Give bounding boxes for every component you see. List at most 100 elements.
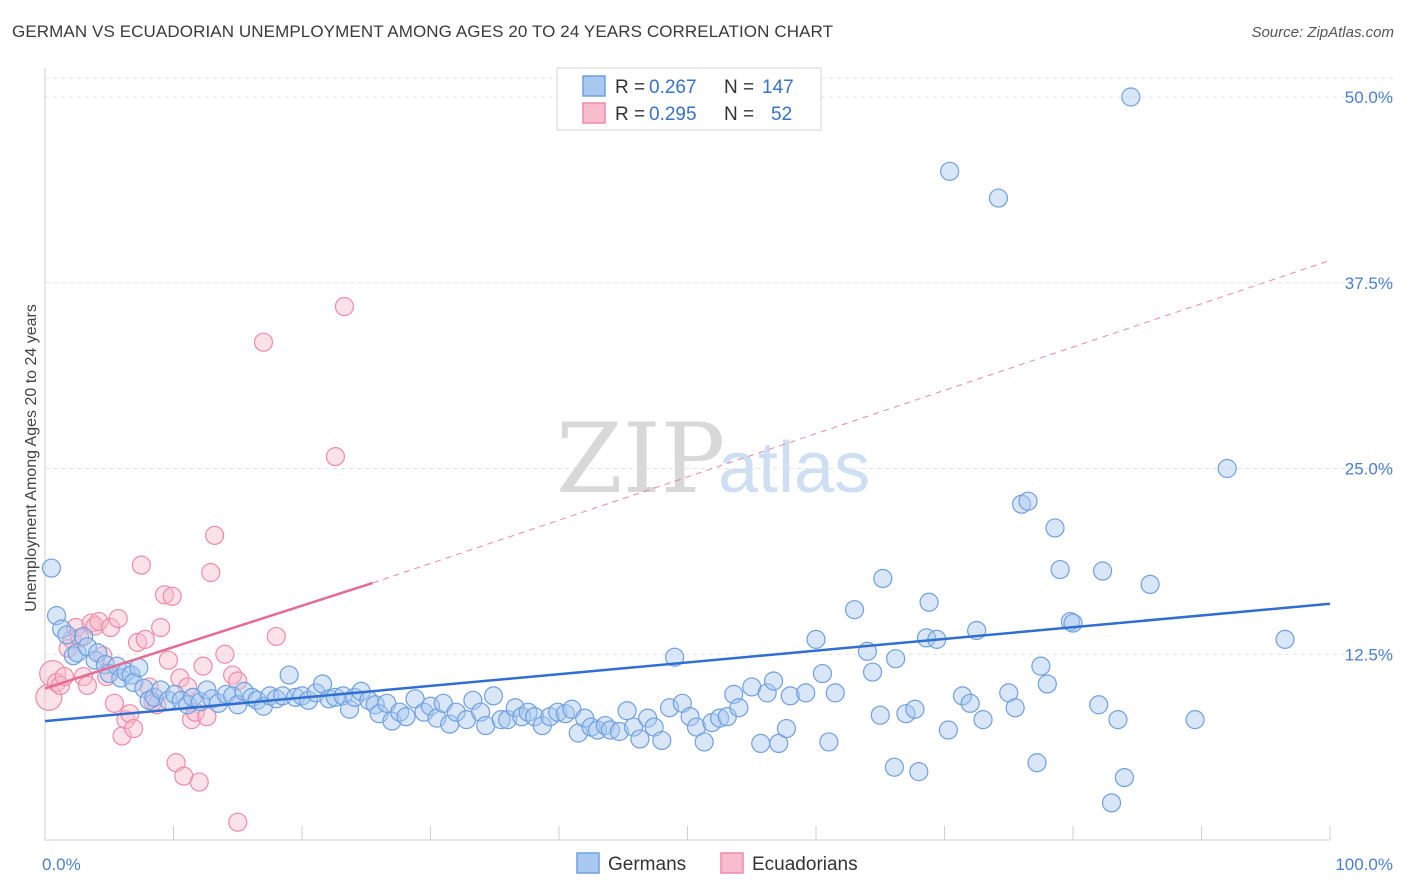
german-point	[67, 643, 87, 663]
ecuadorian-point	[215, 644, 235, 664]
german-point	[1018, 491, 1038, 511]
ecuadorian-trend-extension	[372, 259, 1331, 584]
german-point	[491, 710, 511, 730]
ecuadorian-point	[253, 332, 274, 352]
german-point	[1121, 87, 1141, 107]
german-point	[1045, 518, 1065, 538]
ecuadorian-point	[151, 617, 171, 638]
legend-n-value: 52	[771, 104, 792, 125]
german-point	[988, 188, 1009, 208]
german-point	[940, 161, 960, 181]
y-tick-label: 25.0%	[1345, 460, 1393, 479]
german-point	[886, 649, 906, 669]
x-tick-label: 100.0%	[1335, 855, 1393, 874]
german-point	[1005, 698, 1025, 718]
bottom-legend-germans: Germans	[608, 854, 686, 875]
german-point	[806, 629, 826, 649]
german-point	[1089, 695, 1109, 715]
german-point	[769, 733, 789, 754]
german-point	[88, 643, 108, 663]
german-point	[844, 600, 865, 620]
chart-title: GERMAN VS ECUADORIAN UNEMPLOYMENT AMONG …	[12, 22, 834, 41]
german-point	[279, 665, 299, 685]
ecuadorian-point	[124, 718, 144, 739]
ecuadorian-point	[108, 608, 128, 629]
legend-n-value: 147	[762, 77, 794, 98]
legend-r-label: R =	[615, 77, 645, 98]
watermark: ZIP atlas	[556, 403, 870, 515]
ecuadorian-point	[228, 812, 248, 832]
ecuadorian-point	[77, 675, 98, 696]
german-point	[729, 698, 749, 718]
german-point	[1275, 629, 1295, 649]
legend-swatch-german	[582, 75, 606, 97]
trend-lines	[44, 259, 1331, 723]
german-point	[751, 733, 771, 754]
german-point	[396, 707, 416, 727]
german-point	[905, 699, 925, 719]
german-point	[57, 625, 77, 645]
german-point	[973, 710, 993, 730]
german-point	[916, 628, 937, 648]
german-point	[1027, 753, 1047, 773]
german-point	[121, 665, 141, 685]
ecuadorian-trend-line	[44, 581, 374, 690]
german-trend-line	[44, 602, 1331, 723]
german-point	[498, 710, 518, 730]
german-point	[1114, 767, 1135, 788]
german-point	[757, 683, 777, 703]
german-point	[938, 720, 958, 740]
german-point	[960, 693, 980, 713]
german-point	[52, 619, 72, 639]
legend-n-label: N =	[724, 104, 754, 125]
ecuadorian-point	[193, 656, 213, 676]
ecuadorian-point	[201, 562, 221, 583]
german-point	[1217, 458, 1237, 479]
german-point	[919, 592, 939, 612]
german-point	[1031, 656, 1051, 676]
bottom-legend-ecuadorians: Ecuadorians	[752, 854, 858, 875]
german-point	[710, 708, 730, 728]
german-point	[1140, 574, 1160, 595]
y-tick-label: 37.5%	[1345, 274, 1393, 293]
german-point	[1108, 710, 1128, 730]
ecuadorian-point	[205, 525, 225, 545]
german-point	[825, 683, 845, 703]
german-points	[41, 87, 1295, 813]
german-point	[1092, 561, 1113, 581]
german-point	[325, 687, 346, 707]
y-tick-label: 50.0%	[1345, 88, 1393, 107]
german-point	[659, 698, 680, 718]
watermark-zip: ZIP	[556, 403, 725, 515]
tick-labels: 12.5% 25.0% 37.5% 50.0% 0.0% 100.0%	[42, 88, 1393, 874]
german-point	[446, 702, 466, 722]
source-credit: Source: ZipAtlas.com	[1251, 24, 1394, 41]
german-point	[873, 568, 893, 589]
german-point	[339, 699, 360, 719]
german-point	[652, 730, 672, 751]
legend-r-value: 0.295	[649, 104, 697, 125]
watermark-atlas: atlas	[718, 428, 870, 508]
ecuadorian-point	[112, 726, 132, 746]
german-point	[463, 690, 483, 710]
german-point	[609, 721, 629, 742]
german-point	[896, 704, 916, 724]
german-point	[686, 717, 707, 737]
ecuadorian-point	[89, 611, 109, 632]
german-point	[952, 686, 973, 706]
german-point	[796, 683, 816, 703]
german-point	[884, 757, 904, 777]
ecuadorian-point	[131, 555, 151, 575]
german-point	[1063, 613, 1083, 633]
german-point	[548, 702, 568, 722]
ecuadorian-point	[154, 585, 175, 605]
x-tick-label: 0.0%	[42, 855, 81, 874]
ecuadorian-point	[325, 447, 346, 467]
german-point	[483, 686, 504, 706]
german-point	[812, 663, 833, 684]
ecuadorian-point	[104, 693, 124, 713]
german-point	[665, 647, 685, 667]
german-point	[1101, 793, 1122, 813]
german-point	[617, 701, 637, 721]
